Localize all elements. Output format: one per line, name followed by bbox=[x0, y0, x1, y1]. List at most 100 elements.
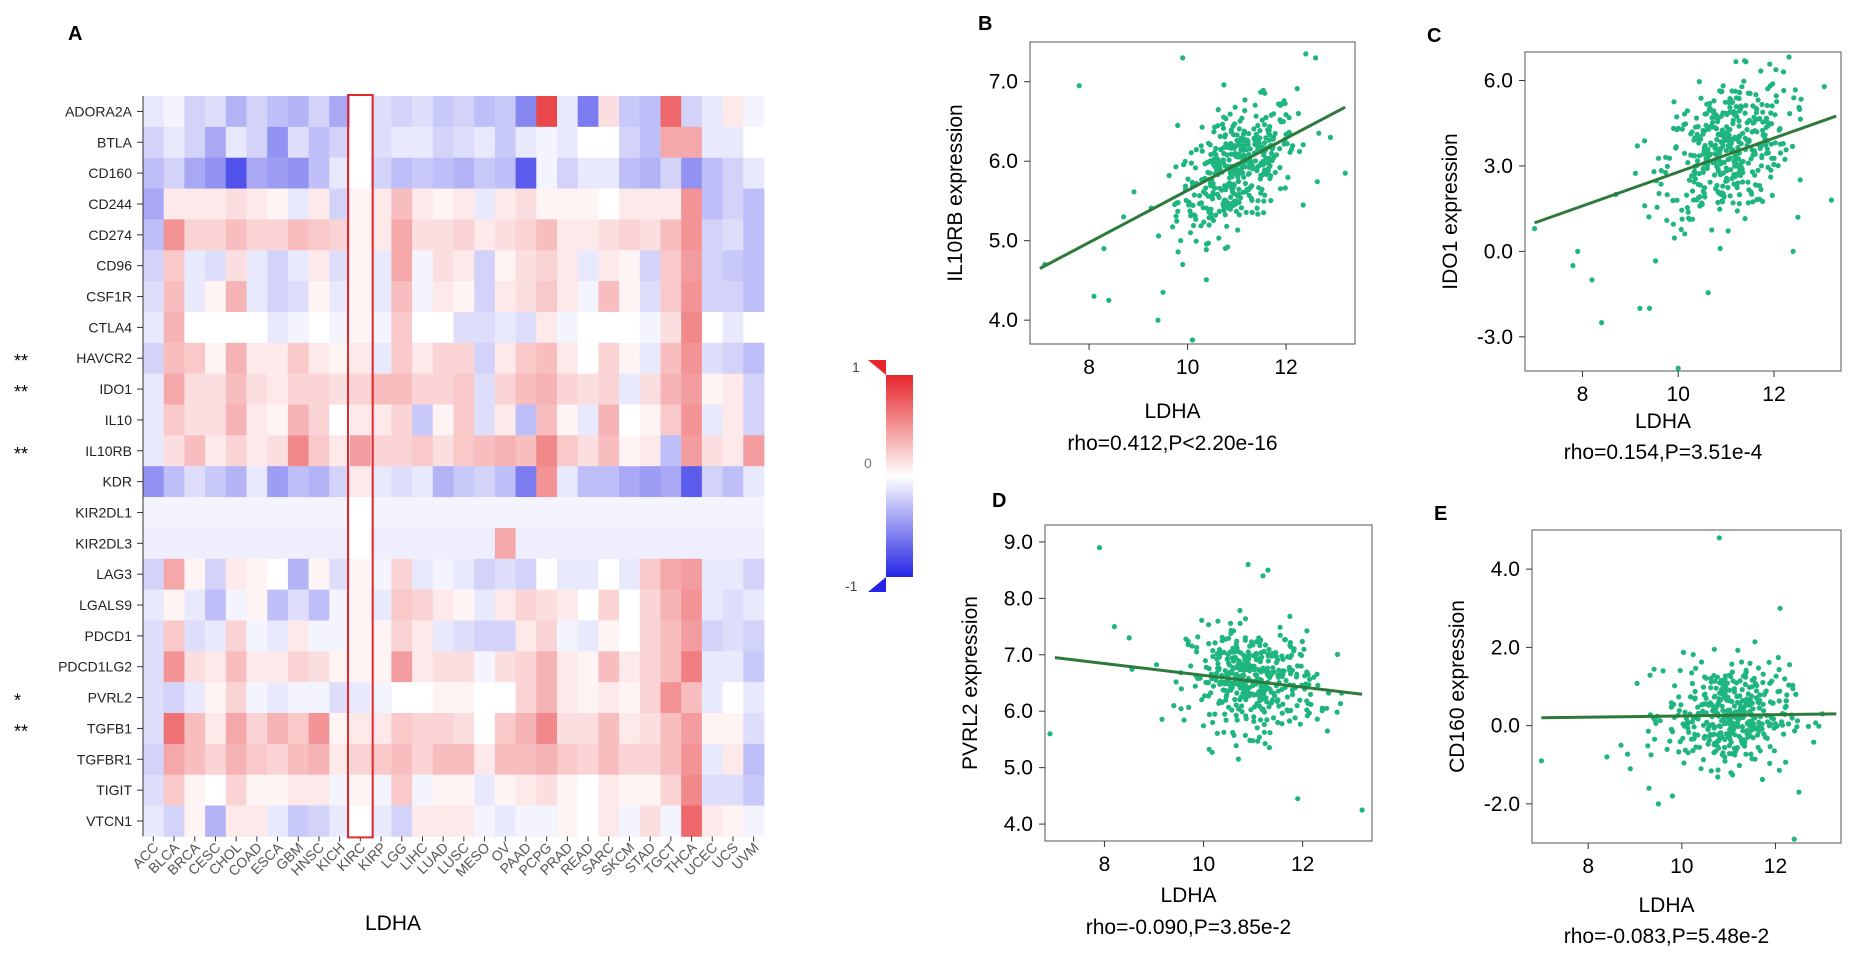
data-point bbox=[1284, 694, 1291, 700]
heatmap-cell bbox=[163, 713, 185, 745]
data-point bbox=[1208, 690, 1214, 696]
heatmap-cell bbox=[598, 435, 620, 467]
data-point bbox=[1655, 155, 1662, 161]
heatmap-cell bbox=[515, 805, 537, 837]
data-point bbox=[1257, 176, 1263, 182]
data-point bbox=[1760, 708, 1767, 714]
data-point bbox=[1266, 745, 1272, 751]
heatmap-cell bbox=[557, 558, 579, 590]
heatmap-cell bbox=[639, 743, 661, 776]
data-point bbox=[1710, 109, 1716, 116]
heatmap-cell bbox=[474, 219, 496, 251]
data-point bbox=[1754, 732, 1761, 738]
data-point bbox=[1685, 209, 1691, 215]
heatmap-cell bbox=[225, 435, 247, 467]
data-point bbox=[1777, 126, 1783, 132]
data-point bbox=[1731, 745, 1737, 752]
heatmap-cell bbox=[701, 126, 723, 159]
heatmap-cell bbox=[143, 743, 165, 776]
data-point bbox=[1759, 101, 1765, 108]
heatmap-cell bbox=[329, 743, 351, 776]
significance-stars: ********* bbox=[14, 351, 28, 741]
heatmap-cell bbox=[515, 435, 537, 467]
heatmap-cell bbox=[287, 311, 309, 344]
heatmap-cell bbox=[412, 651, 434, 683]
data-point bbox=[1791, 95, 1797, 101]
heatmap-cell bbox=[205, 373, 227, 405]
heatmap-cell bbox=[474, 743, 496, 776]
heatmap-cell bbox=[722, 219, 744, 251]
data-point bbox=[1737, 172, 1744, 179]
data-point bbox=[1257, 659, 1263, 665]
heatmap-cell bbox=[701, 342, 723, 375]
data-point bbox=[1749, 191, 1755, 197]
data-point bbox=[1214, 730, 1220, 736]
heatmap-cell bbox=[474, 774, 496, 806]
heatmap-cell bbox=[515, 96, 537, 128]
row-label: KDR bbox=[102, 474, 132, 490]
heatmap-cell bbox=[163, 157, 185, 189]
heatmap-cell bbox=[225, 311, 247, 344]
heatmap-cell bbox=[681, 651, 703, 683]
x-axis-label: LDHA bbox=[1160, 884, 1216, 907]
heatmap-cell bbox=[743, 774, 765, 806]
heatmap-cell bbox=[557, 126, 579, 159]
heatmap-cell bbox=[453, 219, 475, 251]
heatmap-cell bbox=[722, 466, 744, 498]
data-point bbox=[1334, 709, 1340, 715]
heatmap-cell bbox=[474, 713, 496, 745]
heatmap-cell bbox=[225, 805, 247, 837]
heatmap-cell bbox=[619, 126, 641, 159]
heatmap-cell bbox=[598, 527, 620, 560]
heatmap-cell bbox=[681, 527, 703, 560]
heatmap-cell bbox=[267, 250, 289, 282]
data-point bbox=[1696, 170, 1702, 177]
heatmap-cell bbox=[515, 373, 537, 405]
heatmap-cell bbox=[557, 96, 579, 128]
heatmap-cell bbox=[370, 805, 392, 837]
heatmap-cell bbox=[412, 157, 434, 189]
data-point bbox=[1723, 165, 1729, 171]
heatmap-cell bbox=[494, 743, 516, 776]
data-point bbox=[1749, 684, 1755, 690]
data-point bbox=[1697, 182, 1703, 188]
heatmap-cell bbox=[432, 126, 454, 159]
data-point bbox=[1773, 67, 1779, 73]
data-point bbox=[1745, 200, 1751, 206]
data-point bbox=[1713, 126, 1720, 132]
data-point bbox=[1257, 717, 1264, 723]
heatmap-cell bbox=[350, 805, 372, 837]
data-point bbox=[1725, 184, 1731, 191]
heatmap-cell bbox=[308, 805, 330, 837]
row-label: VTCN1 bbox=[86, 813, 132, 829]
data-point bbox=[1217, 133, 1223, 139]
data-point bbox=[1208, 214, 1214, 220]
data-point bbox=[1716, 738, 1722, 744]
heatmap-cell bbox=[536, 96, 558, 128]
data-point bbox=[1755, 744, 1761, 750]
data-point bbox=[1210, 191, 1216, 197]
heatmap-cell bbox=[577, 743, 599, 776]
data-point bbox=[1205, 169, 1211, 175]
heatmap-cell bbox=[577, 188, 599, 220]
heatmap-cell bbox=[350, 219, 372, 251]
heatmap-cell bbox=[412, 126, 434, 159]
data-point bbox=[1220, 687, 1226, 693]
heatmap-cell bbox=[370, 558, 392, 590]
heatmap-cell bbox=[557, 497, 579, 529]
data-point bbox=[1121, 214, 1127, 220]
data-point bbox=[1681, 150, 1688, 156]
data-point bbox=[1741, 704, 1747, 710]
heatmap-cell bbox=[515, 250, 537, 282]
heatmap-cell bbox=[577, 466, 599, 498]
data-point bbox=[1226, 144, 1232, 150]
data-point bbox=[1786, 682, 1792, 688]
significance-star: ** bbox=[14, 721, 28, 741]
data-point bbox=[1208, 151, 1214, 158]
heatmap-cell bbox=[619, 774, 641, 806]
heatmap-cell bbox=[743, 435, 765, 467]
heatmap-cell bbox=[681, 96, 703, 128]
heatmap-cell bbox=[163, 435, 185, 467]
data-point bbox=[1786, 54, 1792, 60]
data-point bbox=[1775, 654, 1781, 661]
